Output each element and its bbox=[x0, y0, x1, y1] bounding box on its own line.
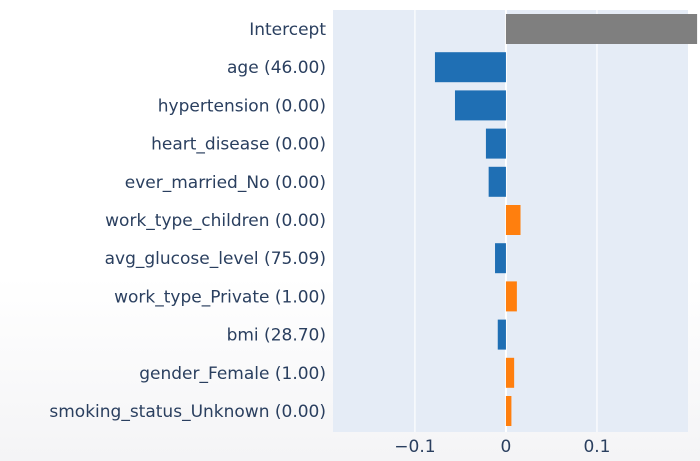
bar bbox=[505, 281, 517, 312]
category-label: Intercept bbox=[249, 20, 326, 40]
bar bbox=[434, 52, 506, 83]
bar-intercept bbox=[505, 14, 698, 44]
category-label: avg_glucose_level (75.09) bbox=[105, 249, 326, 269]
bar bbox=[505, 396, 512, 426]
x-tick-label: 0.1 bbox=[583, 437, 610, 457]
category-label: bmi (28.70) bbox=[227, 326, 326, 346]
bar bbox=[488, 166, 506, 197]
bar bbox=[505, 205, 521, 235]
bars bbox=[434, 14, 698, 426]
bar bbox=[454, 90, 506, 121]
category-label: ever_married_No (0.00) bbox=[125, 173, 326, 193]
category-label: gender_Female (1.00) bbox=[139, 364, 326, 384]
category-label: heart_disease (0.00) bbox=[151, 135, 326, 155]
x-tick-labels: −0.1 0 0.1 bbox=[394, 437, 610, 457]
bar bbox=[485, 128, 506, 159]
category-label: hypertension (0.00) bbox=[158, 96, 326, 116]
category-label: work_type_Private (1.00) bbox=[114, 287, 326, 307]
category-labels: Intercept age (46.00) hypertension (0.00) h… bbox=[49, 20, 326, 422]
category-label: work_type_children (0.00) bbox=[105, 211, 326, 231]
category-label: smoking_status_Unknown (0.00) bbox=[49, 402, 326, 422]
x-tick-label: −0.1 bbox=[394, 437, 435, 457]
category-label: age (46.00) bbox=[227, 58, 326, 78]
x-tick-label: 0 bbox=[501, 437, 512, 457]
bar bbox=[495, 243, 506, 274]
bar bbox=[497, 319, 506, 350]
bar bbox=[505, 357, 515, 388]
